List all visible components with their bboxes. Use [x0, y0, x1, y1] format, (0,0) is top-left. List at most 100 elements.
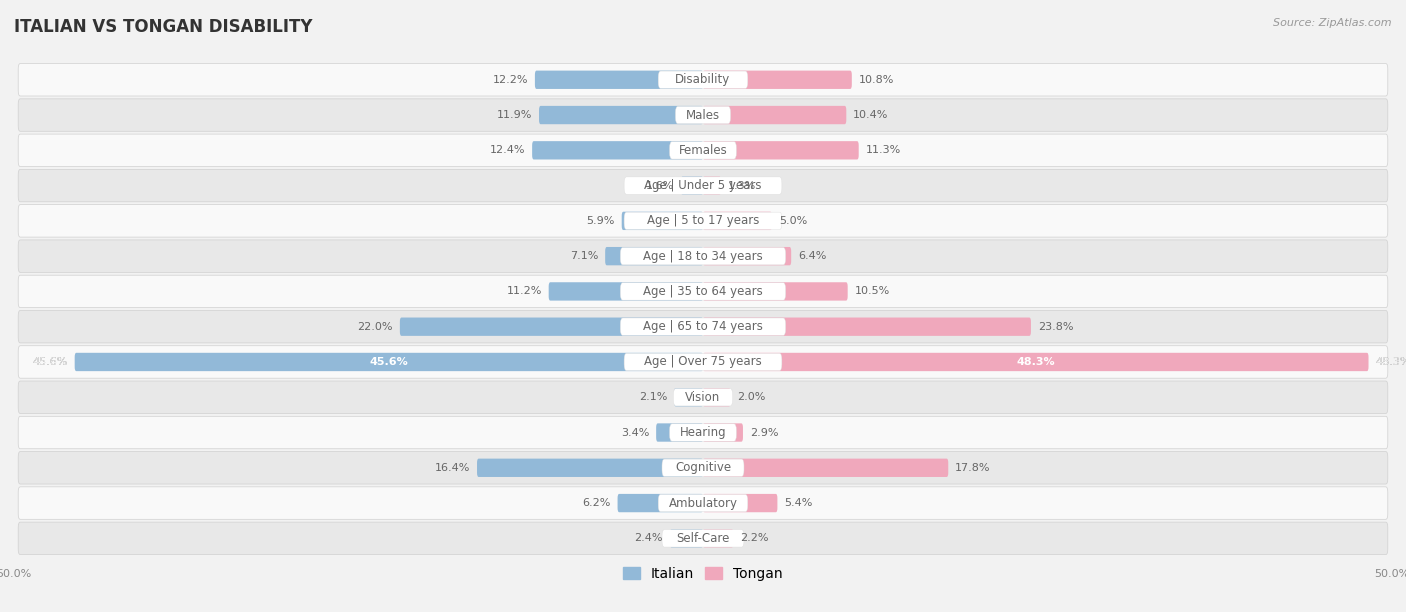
- Text: 45.6%: 45.6%: [370, 357, 408, 367]
- FancyBboxPatch shape: [18, 346, 1388, 378]
- FancyBboxPatch shape: [620, 318, 786, 335]
- Text: 7.1%: 7.1%: [569, 251, 599, 261]
- FancyBboxPatch shape: [703, 388, 731, 406]
- Text: Vision: Vision: [685, 390, 721, 404]
- FancyBboxPatch shape: [703, 70, 852, 89]
- Text: 1.3%: 1.3%: [728, 181, 756, 190]
- Text: 2.4%: 2.4%: [634, 533, 664, 543]
- Text: 5.0%: 5.0%: [779, 216, 807, 226]
- Text: 12.2%: 12.2%: [492, 75, 529, 85]
- FancyBboxPatch shape: [18, 240, 1388, 272]
- Text: 2.1%: 2.1%: [638, 392, 668, 402]
- FancyBboxPatch shape: [620, 283, 786, 300]
- FancyBboxPatch shape: [703, 141, 859, 160]
- Text: 6.4%: 6.4%: [799, 251, 827, 261]
- FancyBboxPatch shape: [669, 424, 737, 441]
- FancyBboxPatch shape: [673, 388, 703, 406]
- Text: Age | 35 to 64 years: Age | 35 to 64 years: [643, 285, 763, 298]
- Text: 48.3%: 48.3%: [1375, 357, 1406, 367]
- FancyBboxPatch shape: [18, 310, 1388, 343]
- FancyBboxPatch shape: [703, 424, 742, 442]
- Text: Age | Over 75 years: Age | Over 75 years: [644, 356, 762, 368]
- FancyBboxPatch shape: [662, 459, 744, 477]
- Text: Source: ZipAtlas.com: Source: ZipAtlas.com: [1274, 18, 1392, 28]
- FancyBboxPatch shape: [18, 204, 1388, 237]
- FancyBboxPatch shape: [703, 106, 846, 124]
- FancyBboxPatch shape: [675, 106, 731, 124]
- Text: 3.4%: 3.4%: [621, 428, 650, 438]
- FancyBboxPatch shape: [18, 170, 1388, 202]
- Text: 6.2%: 6.2%: [582, 498, 610, 508]
- Text: 2.2%: 2.2%: [740, 533, 769, 543]
- Text: 45.6%: 45.6%: [32, 357, 67, 367]
- FancyBboxPatch shape: [18, 134, 1388, 166]
- FancyBboxPatch shape: [624, 212, 782, 230]
- FancyBboxPatch shape: [703, 494, 778, 512]
- Text: Age | 65 to 74 years: Age | 65 to 74 years: [643, 320, 763, 333]
- FancyBboxPatch shape: [548, 282, 703, 300]
- FancyBboxPatch shape: [669, 141, 737, 159]
- FancyBboxPatch shape: [534, 70, 703, 89]
- Text: 5.4%: 5.4%: [785, 498, 813, 508]
- FancyBboxPatch shape: [18, 452, 1388, 484]
- FancyBboxPatch shape: [18, 275, 1388, 308]
- FancyBboxPatch shape: [703, 318, 1031, 336]
- Text: 48.3%: 48.3%: [1017, 357, 1054, 367]
- FancyBboxPatch shape: [18, 64, 1388, 96]
- Text: Disability: Disability: [675, 73, 731, 86]
- Text: 45.6%: 45.6%: [32, 357, 67, 367]
- Text: Hearing: Hearing: [679, 426, 727, 439]
- FancyBboxPatch shape: [18, 522, 1388, 554]
- FancyBboxPatch shape: [703, 458, 948, 477]
- Text: 1.6%: 1.6%: [645, 181, 673, 190]
- Text: 17.8%: 17.8%: [955, 463, 991, 473]
- FancyBboxPatch shape: [658, 494, 748, 512]
- FancyBboxPatch shape: [18, 381, 1388, 414]
- FancyBboxPatch shape: [658, 71, 748, 89]
- Text: 11.9%: 11.9%: [496, 110, 531, 120]
- Text: Females: Females: [679, 144, 727, 157]
- Text: Ambulatory: Ambulatory: [668, 496, 738, 510]
- FancyBboxPatch shape: [605, 247, 703, 266]
- Text: 2.9%: 2.9%: [749, 428, 779, 438]
- FancyBboxPatch shape: [621, 212, 703, 230]
- Text: 16.4%: 16.4%: [434, 463, 470, 473]
- Text: Self-Care: Self-Care: [676, 532, 730, 545]
- FancyBboxPatch shape: [624, 177, 782, 195]
- FancyBboxPatch shape: [75, 353, 703, 371]
- FancyBboxPatch shape: [657, 424, 703, 442]
- Text: 5.9%: 5.9%: [586, 216, 614, 226]
- FancyBboxPatch shape: [18, 99, 1388, 132]
- Text: 11.3%: 11.3%: [866, 145, 901, 155]
- FancyBboxPatch shape: [399, 318, 703, 336]
- Text: 12.4%: 12.4%: [489, 145, 526, 155]
- FancyBboxPatch shape: [703, 529, 734, 548]
- FancyBboxPatch shape: [703, 176, 721, 195]
- FancyBboxPatch shape: [531, 141, 703, 160]
- FancyBboxPatch shape: [703, 212, 772, 230]
- Text: 2.0%: 2.0%: [738, 392, 766, 402]
- FancyBboxPatch shape: [681, 176, 703, 195]
- FancyBboxPatch shape: [669, 529, 703, 548]
- Text: ITALIAN VS TONGAN DISABILITY: ITALIAN VS TONGAN DISABILITY: [14, 18, 312, 36]
- FancyBboxPatch shape: [617, 494, 703, 512]
- FancyBboxPatch shape: [662, 529, 744, 547]
- FancyBboxPatch shape: [620, 247, 786, 265]
- FancyBboxPatch shape: [538, 106, 703, 124]
- Text: Age | Under 5 years: Age | Under 5 years: [644, 179, 762, 192]
- Text: Age | 18 to 34 years: Age | 18 to 34 years: [643, 250, 763, 263]
- FancyBboxPatch shape: [673, 389, 733, 406]
- FancyBboxPatch shape: [703, 282, 848, 300]
- Text: Age | 5 to 17 years: Age | 5 to 17 years: [647, 214, 759, 228]
- FancyBboxPatch shape: [703, 353, 1368, 371]
- Text: 10.8%: 10.8%: [859, 75, 894, 85]
- FancyBboxPatch shape: [18, 487, 1388, 520]
- Text: 10.4%: 10.4%: [853, 110, 889, 120]
- FancyBboxPatch shape: [18, 416, 1388, 449]
- Legend: Italian, Tongan: Italian, Tongan: [617, 561, 789, 586]
- Text: Males: Males: [686, 108, 720, 122]
- Text: Cognitive: Cognitive: [675, 461, 731, 474]
- FancyBboxPatch shape: [703, 247, 792, 266]
- Text: 23.8%: 23.8%: [1038, 322, 1073, 332]
- Text: 11.2%: 11.2%: [506, 286, 541, 296]
